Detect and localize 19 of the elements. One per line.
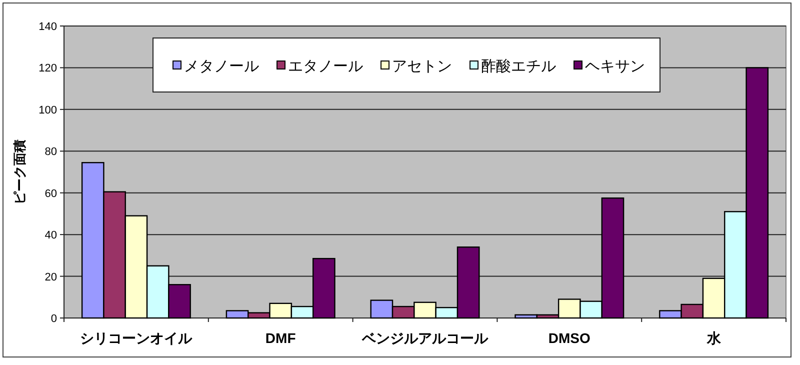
- x-tick-label: シリコーンオイル: [80, 330, 194, 346]
- legend-label: 酢酸エチル: [481, 58, 556, 75]
- y-tick-label: 60: [44, 188, 57, 200]
- x-tick-label: 水: [706, 330, 722, 346]
- y-tick-label: 20: [44, 271, 57, 284]
- x-tick-label: ベンジルアルコール: [361, 330, 489, 346]
- legend-label: メタノール: [184, 58, 259, 75]
- x-tick-label: DMF: [265, 330, 296, 346]
- y-tick-label: 0: [50, 313, 57, 325]
- y-tick-label: 40: [44, 230, 57, 242]
- legend-label: ヘキサン: [585, 58, 645, 75]
- legend-label: アセトン: [392, 58, 452, 75]
- y-axis-title: ピーク面積: [12, 140, 27, 204]
- y-tick-label: 100: [38, 104, 57, 116]
- y-tick-label: 140: [38, 21, 57, 33]
- legend-label: エタノール: [288, 58, 363, 75]
- x-tick-label: DMSO: [548, 330, 591, 346]
- y-tick-label: 80: [44, 146, 57, 158]
- y-tick-label: 120: [38, 62, 57, 75]
